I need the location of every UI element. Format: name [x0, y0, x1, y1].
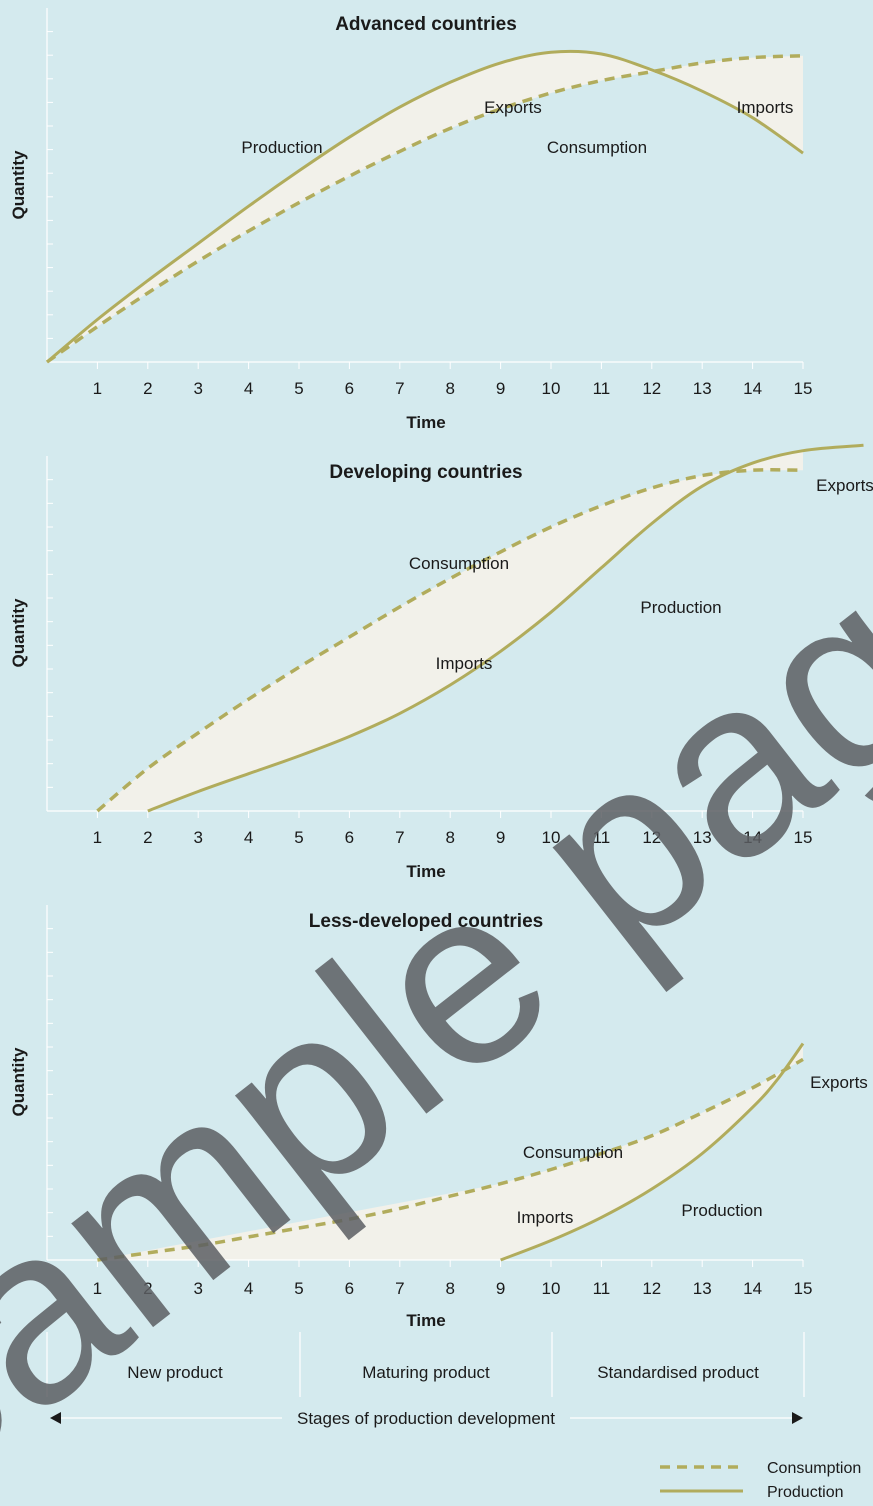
annotation-production: Production: [681, 1201, 762, 1220]
x-tick-label: 5: [294, 379, 303, 398]
x-tick-label: 10: [542, 1279, 561, 1298]
x-tick-label: 9: [496, 1279, 505, 1298]
x-tick-label: 15: [794, 379, 813, 398]
series-line-consumption: [45, 54, 804, 364]
x-tick-label: 5: [294, 828, 303, 847]
x-tick-label: 4: [244, 1279, 253, 1298]
x-tick-label: 8: [445, 379, 454, 398]
annotation-production: Production: [640, 598, 721, 617]
stage-arrow-right-head: [792, 1412, 803, 1424]
x-axis-label: Time: [406, 1311, 445, 1330]
panel-title: Less-developed countries: [309, 911, 543, 932]
sample-watermark: Sample pages: [0, 364, 873, 1501]
x-tick-label: 11: [593, 828, 611, 847]
x-tick-label: 3: [193, 1279, 202, 1298]
series-line-production: [46, 49, 804, 364]
annotation-imports: Imports: [737, 98, 794, 117]
series-line-production: [147, 443, 864, 813]
x-tick-label: 15: [794, 828, 813, 847]
x-axis-label: Time: [406, 413, 445, 432]
annotation-production: Production: [241, 138, 322, 157]
y-axis-label: Quantity: [9, 150, 28, 219]
x-tick-label: 11: [593, 1279, 611, 1298]
x-tick-label: 2: [143, 1279, 152, 1298]
x-tick-label: 14: [743, 828, 762, 847]
y-axis-label: Quantity: [9, 598, 28, 667]
gap-fill: [97, 450, 803, 811]
x-tick-label: 14: [743, 1279, 762, 1298]
series-line-consumption: [96, 468, 804, 813]
y-axis-label: Quantity: [9, 1047, 28, 1116]
legend-label-consumption: Consumption: [767, 1460, 861, 1477]
annotation-exports: Exports: [816, 476, 873, 495]
x-tick-label: 6: [345, 1279, 354, 1298]
legend: Consumption Production: [660, 1460, 861, 1501]
x-tick-label: 9: [496, 828, 505, 847]
x-tick-label: 8: [445, 1279, 454, 1298]
x-tick-label: 13: [693, 379, 712, 398]
stage-label-new: New product: [127, 1363, 223, 1382]
x-tick-label: 9: [496, 379, 505, 398]
gap-fill: [97, 1043, 803, 1260]
x-tick-label: 12: [642, 828, 661, 847]
x-tick-label: 7: [395, 379, 404, 398]
x-tick-label: 12: [642, 1279, 661, 1298]
x-tick-label: 3: [193, 379, 202, 398]
x-tick-label: 10: [542, 828, 561, 847]
series-line-production: [500, 1042, 805, 1262]
x-tick-label: 14: [743, 379, 762, 398]
x-tick-label: 5: [294, 1279, 303, 1298]
x-axis-label: Time: [406, 862, 445, 881]
annotation-imports: Imports: [436, 654, 493, 673]
annotation-exports: Exports: [810, 1073, 868, 1092]
x-tick-label: 4: [244, 379, 253, 398]
x-tick-label: 7: [395, 828, 404, 847]
x-tick-label: 13: [693, 828, 712, 847]
legend-label-production: Production: [767, 1484, 844, 1501]
stage-label-maturing: Maturing product: [362, 1363, 490, 1382]
x-tick-label: 8: [445, 828, 454, 847]
stages-of-development: New product Maturing product Standardise…: [46, 1332, 805, 1428]
annotation-consumption: Consumption: [547, 138, 647, 157]
annotation-consumption: Consumption: [523, 1143, 623, 1162]
x-tick-label: 6: [345, 379, 354, 398]
x-tick-label: 7: [395, 1279, 404, 1298]
x-tick-label: 10: [542, 379, 561, 398]
x-tick-label: 1: [93, 379, 102, 398]
x-tick-label: 4: [244, 828, 253, 847]
x-tick-label: 6: [345, 828, 354, 847]
x-tick-label: 2: [143, 828, 152, 847]
annotation-exports: Exports: [484, 98, 542, 117]
gap-fill: [47, 52, 803, 363]
annotation-imports: Imports: [517, 1208, 574, 1227]
stage-caption: Stages of production development: [297, 1409, 555, 1428]
x-tick-label: 3: [193, 828, 202, 847]
x-tick-label: 13: [693, 1279, 712, 1298]
x-tick-label: 2: [143, 379, 152, 398]
series-line-consumption: [97, 1057, 804, 1262]
panel-title: Advanced countries: [335, 14, 517, 35]
x-tick-label: 1: [93, 1279, 102, 1298]
annotation-consumption: Consumption: [409, 554, 509, 573]
stage-label-standardised: Standardised product: [597, 1363, 759, 1382]
x-tick-label: 1: [93, 828, 102, 847]
x-tick-label: 15: [794, 1279, 813, 1298]
panel-title: Developing countries: [329, 462, 522, 483]
x-tick-label: 11: [593, 379, 611, 398]
x-tick-label: 12: [642, 379, 661, 398]
stage-arrow-left-head: [50, 1412, 61, 1424]
